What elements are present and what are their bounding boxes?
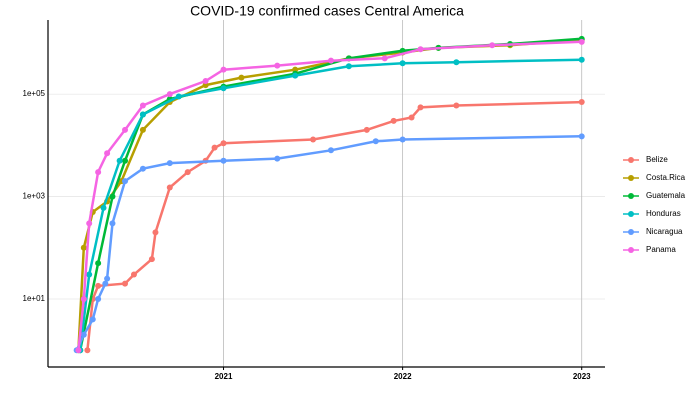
data-point — [238, 74, 245, 81]
legend-marker — [628, 193, 634, 199]
data-point — [399, 136, 406, 143]
series-line — [86, 100, 582, 351]
data-point — [578, 56, 585, 63]
data-point — [122, 157, 129, 164]
data-point — [122, 280, 129, 287]
data-point — [109, 193, 116, 200]
data-point — [399, 60, 406, 67]
data-point — [100, 204, 107, 211]
data-point — [152, 229, 159, 236]
data-point — [417, 104, 424, 111]
data-point — [211, 144, 218, 151]
legend-marker — [628, 157, 634, 163]
legend-text: Guatemala — [646, 191, 686, 200]
data-point — [80, 244, 87, 251]
data-point — [363, 126, 370, 133]
x-tick-label: 2022 — [394, 372, 412, 381]
legend-text: Honduras — [646, 209, 681, 218]
data-point — [166, 91, 173, 98]
data-point — [220, 140, 227, 147]
x-tick-label: 2023 — [573, 372, 591, 381]
data-point — [102, 280, 109, 287]
y-tick-label: 1e+05 — [23, 89, 46, 98]
data-point — [80, 295, 87, 302]
data-point — [274, 62, 281, 69]
data-point — [327, 57, 334, 64]
data-point — [116, 157, 123, 164]
legend-marker — [628, 211, 634, 217]
data-point — [372, 138, 379, 145]
data-point — [310, 136, 317, 143]
chart-title: COVID-19 confirmed cases Central America — [190, 3, 464, 19]
data-point — [220, 66, 227, 73]
data-point — [578, 99, 585, 106]
data-point — [220, 85, 227, 92]
data-point — [75, 347, 82, 354]
data-point — [139, 165, 146, 172]
series-line — [78, 58, 582, 351]
series-line — [75, 135, 582, 351]
data-point — [453, 102, 460, 109]
data-point — [345, 63, 352, 70]
data-point — [148, 256, 155, 263]
data-point — [139, 126, 146, 133]
legend-text: Panama — [646, 245, 676, 254]
legend-marker — [628, 175, 634, 181]
data-point — [292, 72, 299, 79]
data-point — [139, 102, 146, 109]
data-point — [390, 117, 397, 124]
legend-text: Belize — [646, 155, 668, 164]
data-point — [417, 46, 424, 53]
data-point — [86, 220, 93, 227]
data-point — [84, 347, 91, 354]
series-line — [77, 38, 582, 351]
data-point — [89, 316, 96, 323]
data-point — [80, 331, 87, 338]
data-point — [95, 295, 102, 302]
legend-text: Costa.Rica — [646, 173, 686, 182]
data-point — [453, 59, 460, 66]
data-point — [95, 169, 102, 176]
data-point — [86, 271, 93, 278]
data-point — [104, 150, 111, 157]
legend-text: Nicaragua — [646, 227, 683, 236]
data-point — [578, 38, 585, 45]
y-tick-label: 1e+03 — [23, 192, 46, 201]
data-point — [175, 93, 182, 100]
data-point — [104, 275, 111, 282]
data-point — [489, 42, 496, 49]
data-point — [109, 220, 116, 227]
data-point — [184, 169, 191, 176]
series-line — [77, 40, 582, 351]
data-point — [327, 147, 334, 154]
data-point — [122, 126, 129, 133]
x-tick-label: 2021 — [215, 372, 233, 381]
series-line — [78, 37, 582, 351]
data-point — [166, 184, 173, 191]
legend-marker — [628, 247, 634, 253]
legend-marker — [628, 229, 634, 235]
data-point — [381, 55, 388, 62]
data-point — [220, 157, 227, 164]
data-point — [130, 271, 137, 278]
data-point — [95, 260, 102, 267]
data-point — [202, 78, 209, 85]
data-point — [166, 160, 173, 167]
data-point — [578, 133, 585, 140]
y-tick-label: 1e+01 — [23, 294, 46, 303]
data-point — [408, 114, 415, 121]
data-point — [95, 282, 102, 289]
data-point — [139, 111, 146, 118]
data-point — [122, 178, 129, 185]
data-point — [274, 155, 281, 162]
